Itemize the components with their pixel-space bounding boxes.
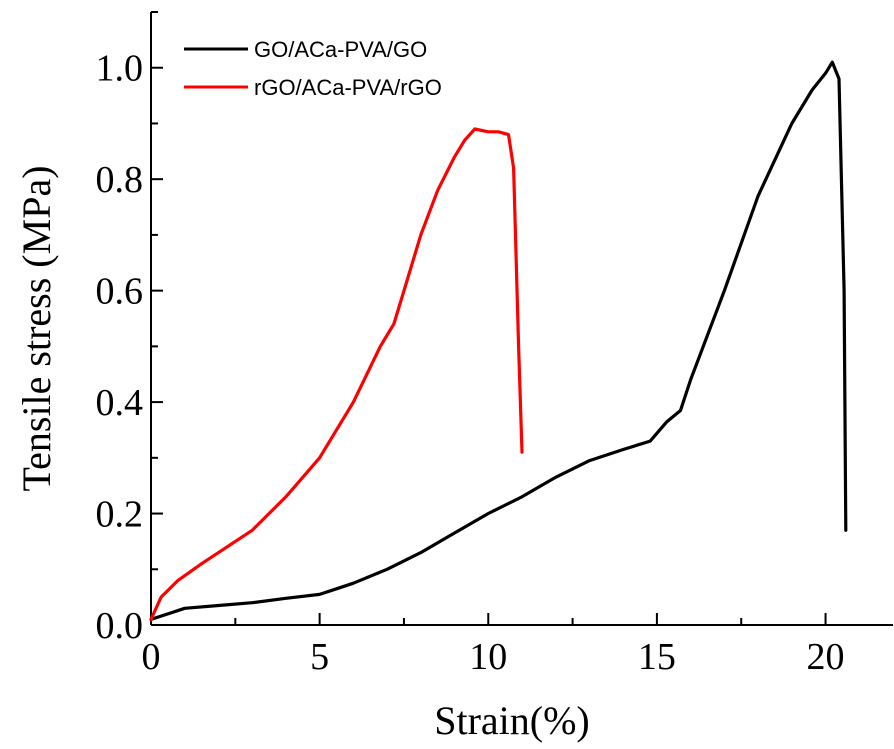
x-axis-title: Strain(%) <box>434 698 590 743</box>
series-line-rgo <box>149 127 524 622</box>
y-tick-label: 0.0 <box>96 605 144 647</box>
x-tick-label: 10 <box>469 636 507 678</box>
x-tick-label: 15 <box>638 636 676 678</box>
legend-label-go: GO/ACa-PVA/GO <box>254 37 427 62</box>
y-axis-title: Tensile stress (MPa) <box>14 165 59 491</box>
y-tick-label: 0.8 <box>96 159 144 201</box>
x-tick-label: 5 <box>310 636 329 678</box>
y-tick-label: 0.2 <box>96 494 144 536</box>
x-tick-label: 0 <box>142 636 161 678</box>
y-tick-label: 0.4 <box>96 382 144 424</box>
y-tick-label: 1.0 <box>96 48 144 90</box>
legend-label-rgo: rGO/ACa-PVA/rGO <box>254 75 442 100</box>
x-tick-label: 20 <box>807 636 845 678</box>
y-tick-label: 0.6 <box>96 271 144 313</box>
series-line-go <box>149 60 848 622</box>
